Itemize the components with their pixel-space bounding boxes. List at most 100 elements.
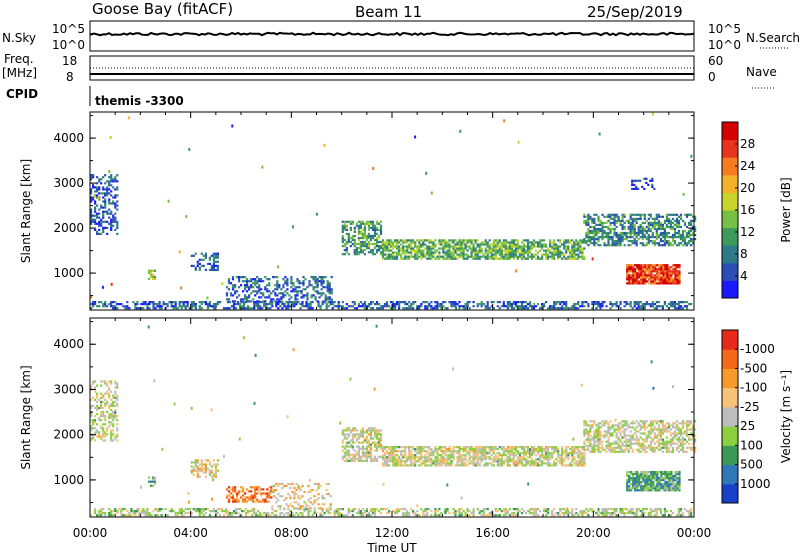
data-cell: [527, 456, 529, 458]
data-cell: [577, 245, 579, 247]
data-cell: [392, 241, 394, 243]
data-cell: [450, 301, 452, 303]
data-cell: [394, 454, 396, 456]
data-cell: [545, 508, 547, 510]
data-cell: [420, 464, 422, 466]
data-cell: [642, 238, 644, 240]
data-cell: [557, 512, 559, 514]
data-cell: [503, 303, 505, 305]
data-cell: [342, 446, 344, 448]
data-cell: [374, 508, 376, 510]
data-cell: [609, 224, 611, 226]
data-cell: [378, 229, 380, 231]
data-cell: [571, 256, 573, 258]
data-cell: [469, 301, 471, 303]
data-cell: [400, 256, 402, 258]
data-cell: [266, 288, 268, 290]
data-cell: [678, 276, 680, 278]
data-cell: [481, 252, 483, 254]
data-cell: [658, 234, 660, 236]
data-cell: [527, 241, 529, 243]
data-cell: [404, 301, 406, 303]
data-cell: [380, 429, 382, 431]
data-cell: [230, 496, 232, 498]
data-cell: [112, 425, 114, 427]
data-cell: [163, 301, 165, 303]
data-cell: [684, 244, 686, 246]
data-cell: [281, 483, 283, 485]
data-cell: [232, 294, 234, 296]
data-cell: [654, 282, 656, 284]
data-cell: [630, 230, 632, 232]
data-cell: [434, 514, 436, 516]
data-cell: [434, 252, 436, 254]
data-cell: [467, 305, 469, 307]
data-cell: [479, 456, 481, 458]
data-cell: [505, 241, 507, 243]
data-cell: [398, 508, 400, 510]
data-cell: [100, 380, 102, 382]
data-cell: [585, 216, 587, 218]
data-cell: [209, 472, 211, 474]
data-cell: [346, 427, 348, 429]
data-cell: [424, 462, 426, 464]
data-cell: [310, 489, 312, 491]
data-cell: [670, 272, 672, 274]
data-cell: [350, 429, 352, 431]
data-cell: [116, 405, 118, 407]
data-cell: [342, 239, 344, 241]
data-cell: [436, 452, 438, 454]
data-cell: [104, 194, 106, 196]
data-cell: [668, 232, 670, 234]
data-cell: [634, 240, 636, 242]
data-cell: [348, 460, 350, 462]
data-cell: [471, 254, 473, 256]
data-cell: [268, 490, 270, 492]
data-cell: [473, 454, 475, 456]
data-cell: [271, 305, 273, 307]
data-cell: [656, 230, 658, 232]
data-cell: [650, 280, 652, 282]
data-cell: [255, 303, 257, 305]
data-cell: [154, 483, 156, 485]
colorbar-swatch: [722, 175, 738, 193]
data-cell: [356, 429, 358, 431]
data-cell: [144, 514, 146, 516]
data-cell: [477, 462, 479, 464]
data-cell: [430, 258, 432, 260]
data-cell: [499, 464, 501, 466]
data-cell: [495, 460, 497, 462]
data-cell: [680, 510, 682, 512]
data-cell: [313, 288, 315, 290]
data-cell: [278, 298, 280, 300]
data-cell: [597, 224, 599, 226]
data-cell: [458, 247, 460, 249]
data-cell: [454, 464, 456, 466]
data-cell: [372, 301, 374, 303]
data-cell: [632, 510, 634, 512]
data-cell: [236, 496, 238, 498]
data-cell: [624, 514, 626, 516]
data-cell: [674, 264, 676, 266]
data-cell: [406, 256, 408, 258]
data-cell: [652, 232, 654, 234]
data-cell: [331, 292, 333, 294]
data-cell: [116, 385, 118, 387]
data-cell: [420, 446, 422, 448]
data-cell: [428, 305, 430, 307]
data-cell: [384, 508, 386, 510]
data-cell: [416, 258, 418, 260]
data-cell: [436, 456, 438, 458]
data-cell: [505, 460, 507, 462]
data-cell: [390, 450, 392, 452]
data-cell: [348, 508, 350, 510]
data-cell: [648, 222, 650, 224]
data-cell: [668, 278, 670, 280]
data-cell: [329, 298, 331, 300]
data-cell: [94, 190, 96, 192]
data-cell: [438, 508, 440, 510]
data-cell: [102, 221, 104, 223]
data-cell: [193, 508, 195, 510]
data-cell: [495, 239, 497, 241]
data-cell: [272, 276, 274, 278]
